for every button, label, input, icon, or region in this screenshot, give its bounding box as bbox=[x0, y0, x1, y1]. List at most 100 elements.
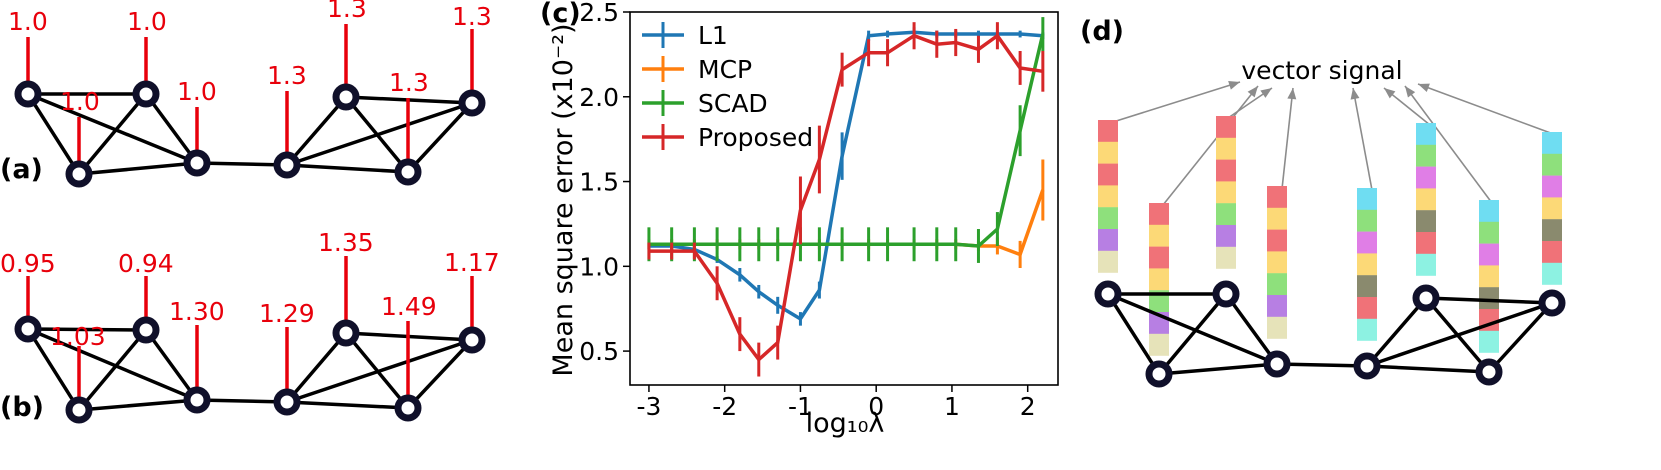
node-value-label: 1.0 bbox=[8, 7, 48, 36]
vector-cell bbox=[1479, 200, 1499, 222]
vector-cell bbox=[1542, 175, 1562, 198]
x-tick-label: 1 bbox=[944, 392, 960, 421]
legend-label: L1 bbox=[698, 21, 728, 50]
vector-cell bbox=[1149, 246, 1169, 269]
graph-node bbox=[394, 394, 422, 422]
graph-node bbox=[332, 83, 360, 111]
vector-cell bbox=[1479, 330, 1499, 353]
x-tick-label: 2 bbox=[1020, 392, 1036, 421]
vector-cell bbox=[1098, 163, 1118, 186]
panel-a-values: 1.0 1.0 1.0 1.0 1.3 1.3 1.3 1.3 bbox=[8, 0, 492, 116]
vector-column bbox=[1216, 116, 1236, 269]
vector-cell bbox=[1216, 225, 1236, 247]
vector-column bbox=[1479, 200, 1499, 353]
vector-cell bbox=[1357, 318, 1377, 341]
panel-d-edges bbox=[1106, 292, 1554, 376]
graph-node bbox=[14, 315, 42, 343]
series-mcp bbox=[647, 159, 1045, 269]
node-value-label: 1.29 bbox=[259, 299, 315, 328]
vector-cell bbox=[1149, 268, 1169, 291]
vector-cell bbox=[1357, 253, 1377, 276]
graph-node bbox=[1412, 284, 1440, 312]
graph-node bbox=[65, 160, 93, 188]
vector-cell bbox=[1416, 253, 1436, 276]
panel-b-graph: (b) bbox=[0, 228, 500, 424]
panel-d-label: (d) bbox=[1080, 16, 1124, 47]
node-value-label: 1.03 bbox=[50, 322, 106, 351]
node-value-label: 1.0 bbox=[60, 87, 100, 116]
vector-cell bbox=[1098, 229, 1118, 251]
node-value-label: 1.3 bbox=[452, 2, 492, 31]
vector-cell bbox=[1479, 221, 1499, 244]
vector-cell bbox=[1357, 231, 1377, 254]
graph-node bbox=[1094, 280, 1122, 308]
vector-cell bbox=[1416, 144, 1436, 167]
graph-node bbox=[458, 89, 486, 117]
vector-columns bbox=[1098, 116, 1562, 356]
vector-column bbox=[1357, 188, 1377, 341]
vector-cell bbox=[1149, 203, 1169, 225]
vector-cell bbox=[1267, 207, 1287, 230]
x-tick-label: -3 bbox=[636, 392, 661, 421]
vector-cell bbox=[1357, 297, 1377, 319]
legend-item-proposed: Proposed bbox=[642, 123, 813, 152]
arrow-connector bbox=[1227, 87, 1273, 119]
node-value-label: 1.49 bbox=[381, 292, 437, 321]
vector-cell bbox=[1098, 250, 1118, 273]
graph-node bbox=[132, 316, 160, 344]
vector-column bbox=[1416, 123, 1436, 276]
vector-cell bbox=[1098, 120, 1118, 142]
arrow-connector bbox=[1404, 85, 1493, 204]
graph-node bbox=[14, 80, 42, 108]
node-value-label: 1.0 bbox=[177, 77, 217, 106]
vector-cell bbox=[1098, 185, 1118, 208]
vector-cell bbox=[1416, 123, 1436, 145]
vector-cell bbox=[1542, 153, 1562, 176]
vector-cell bbox=[1267, 316, 1287, 339]
graph-node bbox=[183, 149, 211, 177]
vector-cell bbox=[1216, 203, 1236, 226]
x-tick-label: -2 bbox=[712, 392, 737, 421]
y-tick-label: 1.0 bbox=[579, 252, 619, 281]
vector-cell bbox=[1267, 186, 1287, 208]
legend-item-scad: SCAD bbox=[642, 89, 768, 118]
vector-cell bbox=[1357, 209, 1377, 232]
vector-cell bbox=[1357, 188, 1377, 210]
node-value-label: 1.3 bbox=[327, 0, 367, 23]
x-tick-label: -1 bbox=[788, 392, 813, 421]
x-tick-label: 0 bbox=[868, 392, 884, 421]
vector-cell bbox=[1149, 224, 1169, 247]
vector-cell bbox=[1479, 265, 1499, 288]
panel-d-graph: (d) vector signal bbox=[1080, 16, 1566, 388]
vector-column bbox=[1267, 186, 1287, 339]
graph-node bbox=[1212, 280, 1240, 308]
y-tick-label: 2.0 bbox=[579, 83, 619, 112]
panel-b-label: (b) bbox=[0, 392, 44, 423]
panel-b-edges bbox=[26, 327, 474, 412]
vector-cell bbox=[1416, 210, 1436, 233]
graph-node bbox=[394, 158, 422, 186]
y-axis-label: Mean square error (x10⁻²) bbox=[548, 23, 579, 376]
arrow-connector bbox=[1112, 81, 1241, 123]
vector-cell bbox=[1216, 246, 1236, 269]
vector-cell bbox=[1216, 137, 1236, 160]
vector-signal-arrows bbox=[1112, 81, 1557, 206]
chart-axes: -3 -2 -1 0 1 2 0.5 1.0 1.5 2.0 2.5 bbox=[579, 0, 1035, 421]
vector-cell bbox=[1416, 232, 1436, 254]
node-value-label: 0.95 bbox=[0, 249, 56, 278]
graph-node bbox=[183, 386, 211, 414]
vector-cell bbox=[1542, 132, 1562, 154]
panel-a-label: (a) bbox=[0, 154, 43, 185]
arrow-connector bbox=[1417, 83, 1557, 136]
legend-item-l1: L1 bbox=[642, 21, 728, 50]
graph-node bbox=[132, 80, 160, 108]
y-tick-label: 2.5 bbox=[579, 0, 619, 27]
graph-node bbox=[332, 319, 360, 347]
vector-cell bbox=[1098, 207, 1118, 230]
graph-node bbox=[1538, 289, 1566, 317]
vector-cell bbox=[1267, 251, 1287, 274]
vector-cell bbox=[1542, 241, 1562, 263]
node-value-label: 1.0 bbox=[127, 7, 167, 36]
vector-column bbox=[1542, 132, 1562, 285]
vector-cell bbox=[1267, 295, 1287, 317]
